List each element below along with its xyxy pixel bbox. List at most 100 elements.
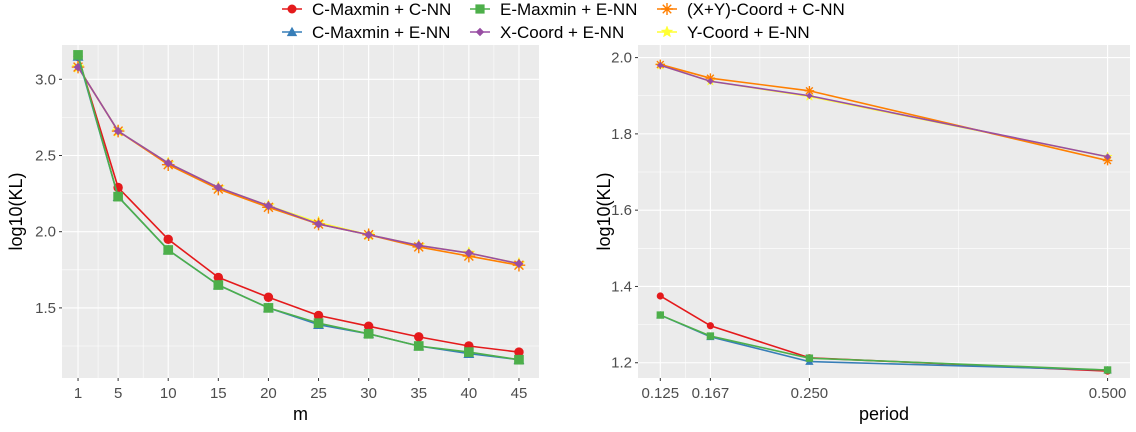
data-point — [113, 126, 123, 136]
data-point — [706, 322, 714, 330]
data-point — [514, 354, 524, 365]
series-line — [77, 54, 520, 361]
x-axis-title: period — [859, 404, 909, 424]
data-point — [263, 292, 274, 302]
series-layer — [71, 50, 526, 365]
legend-item-x-y-coord-c-nn: (X+Y)-Coord + C-NN — [657, 0, 845, 19]
y-tick-label: 2.0 — [35, 224, 56, 241]
legend-item-x-coord-e-nn: X-Coord + E-NN — [470, 23, 624, 42]
legend-key-triangle-icon — [286, 26, 298, 37]
x-tick-label: 45 — [511, 385, 528, 402]
legend: C-Maxmin + C-NN C-Maxmin + E-NN E-Maxmin +… — [282, 0, 845, 42]
plot-background — [638, 45, 1130, 378]
legend-label: Y-Coord + E-NN — [687, 23, 810, 42]
x-tick-label: 25 — [310, 385, 327, 402]
y-axis-title: log10(KL) — [6, 172, 26, 250]
series-e-maxmin-e-nn — [73, 50, 524, 365]
series-line — [660, 64, 1108, 158]
x-tick-label: 15 — [210, 385, 227, 402]
data-point — [264, 201, 273, 211]
data-point — [656, 292, 664, 300]
x-tick-label: 0.125 — [642, 385, 680, 402]
series-e-maxmin-e-nn — [656, 311, 1112, 374]
data-point — [163, 158, 173, 168]
y-tick-label: 3.0 — [35, 71, 56, 88]
x-tick-label: 35 — [410, 385, 427, 402]
x-tick-label: 0.250 — [791, 385, 829, 402]
legend-label: C-Maxmin + E-NN — [312, 23, 450, 42]
series-x-coord-e-nn — [73, 62, 524, 269]
data-point — [804, 85, 815, 96]
y-tick-label: 2.5 — [35, 147, 56, 164]
series-line — [77, 56, 520, 353]
data-point — [806, 92, 813, 100]
legend-label: E-Maxmin + E-NN — [500, 0, 637, 19]
data-point — [414, 240, 424, 250]
legend-key-diamond-icon — [475, 27, 485, 37]
x-tick-label: 20 — [260, 385, 277, 402]
data-point — [163, 245, 174, 255]
y-tick-label: 2.0 — [611, 50, 632, 67]
data-point — [364, 230, 374, 240]
data-point — [163, 234, 173, 245]
legend-item-y-coord-e-nn: Y-Coord + E-NN — [657, 23, 810, 42]
data-point — [656, 311, 664, 319]
data-point — [413, 341, 424, 351]
x-tick-label: 30 — [360, 385, 377, 402]
data-point — [464, 248, 474, 258]
y-tick-label: 1.5 — [35, 300, 56, 317]
y-tick-label: 1.8 — [611, 126, 632, 143]
data-point — [313, 310, 324, 321]
data-point — [1103, 366, 1112, 374]
y-tick-label: 1.6 — [611, 202, 632, 219]
data-point — [706, 332, 715, 340]
legend-item-e-maxmin-e-nn: E-Maxmin + E-NN — [470, 0, 637, 19]
legend-key-square-icon — [475, 4, 485, 14]
data-point — [213, 183, 223, 192]
legend-key-asterisk-icon — [661, 3, 673, 15]
data-point — [213, 280, 224, 290]
x-tick-label: 10 — [160, 385, 177, 402]
data-point — [707, 77, 714, 85]
chart-panel-period: 1.2 1.4 1.6 1.8 2.0 0.125 0.167 0.250 0.500 perio… — [594, 45, 1130, 424]
series-line — [77, 66, 520, 265]
data-point — [363, 321, 374, 331]
plot-background — [62, 45, 539, 378]
grid — [638, 45, 1130, 378]
data-point — [514, 259, 524, 269]
data-point — [213, 272, 224, 283]
legend-key-circle-icon — [287, 4, 297, 14]
data-point — [363, 328, 374, 339]
x-tick-label: 0.500 — [1089, 385, 1127, 402]
series-x-coord-e-nn — [656, 61, 1111, 161]
legend-label: (X+Y)-Coord + C-NN — [687, 0, 845, 19]
data-point — [464, 347, 474, 357]
data-point — [514, 347, 524, 357]
series-layer — [655, 59, 1113, 375]
legend-key-star-icon — [660, 25, 674, 38]
x-tick-label: 5 — [114, 385, 122, 402]
data-point — [113, 191, 123, 202]
legend-item-c-maxmin-e-nn: C-Maxmin + E-NN — [282, 23, 450, 42]
data-point — [414, 332, 424, 342]
legend-label: C-Maxmin + C-NN — [312, 0, 451, 19]
legend-item-c-maxmin-c-nn: C-Maxmin + C-NN — [282, 0, 451, 19]
data-point — [73, 50, 83, 60]
data-point — [263, 303, 274, 313]
x-tick-label: 40 — [461, 385, 478, 402]
legend-label: X-Coord + E-NN — [500, 23, 624, 42]
x-axis-title: m — [293, 404, 308, 424]
x-tick-label: 0.167 — [692, 385, 730, 402]
data-point — [656, 61, 664, 69]
y-tick-label: 1.4 — [611, 278, 632, 295]
data-point — [314, 219, 323, 229]
x-tick-label: 1 — [74, 385, 82, 402]
data-point — [313, 318, 324, 328]
series-line — [659, 314, 1108, 371]
y-axis-title: log10(KL) — [594, 172, 614, 250]
y-tick-label: 1.2 — [611, 355, 632, 372]
data-point — [1102, 155, 1113, 166]
data-point — [1104, 153, 1111, 161]
